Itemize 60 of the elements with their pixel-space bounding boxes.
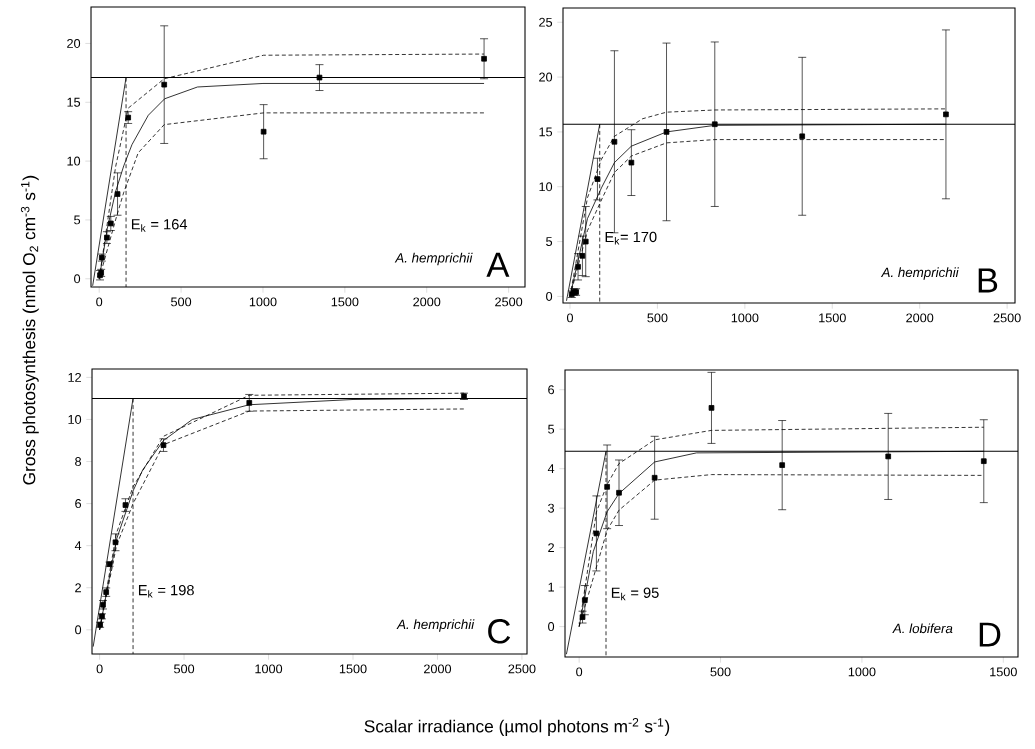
y-tick-label: 0	[548, 622, 555, 632]
y-tick-label: 5	[74, 215, 81, 225]
annotation: A. hemprichii	[396, 619, 475, 632]
y-tick-label: 5	[548, 424, 555, 434]
y-tick-label: 20	[67, 38, 81, 48]
y-tick-label: 6	[548, 385, 555, 395]
x-tick-label: 2500	[508, 664, 536, 674]
y-tick-label: 0	[75, 625, 82, 635]
x-axis-title: Scalar irradiance (µmol photons m$^{-2}$ s$^{-1}$)	[364, 718, 670, 736]
y-tick-label: 1	[548, 582, 554, 592]
annotation: C	[488, 619, 511, 644]
y-tick-label: 20	[539, 72, 553, 82]
annotation: A	[486, 252, 510, 277]
annotation: B	[978, 268, 998, 293]
y-tick-label: 2	[75, 583, 81, 593]
x-tick-label: 0	[576, 667, 583, 677]
y-tick-label: 4	[74, 541, 82, 551]
y-tick-label: 25	[539, 17, 553, 27]
annotation: A. hemprichii	[394, 252, 473, 266]
y-tick-label: 4	[547, 464, 555, 474]
y-tick-label: 0	[74, 274, 81, 284]
x-tick-label: 500	[171, 297, 192, 307]
x-tick-label: 1000	[731, 313, 759, 323]
x-tick-label: 2000	[906, 313, 934, 323]
annotation: A. lobifera	[892, 623, 953, 634]
x-tick-label: 1500	[819, 313, 846, 323]
y-tick-label: 10	[67, 156, 81, 166]
x-tick-label: 2500	[993, 313, 1021, 323]
y-tick-label: 10	[68, 414, 82, 424]
annotation: A. hemprichii	[880, 267, 959, 280]
x-tick-label: 500	[647, 313, 668, 323]
y-tick-label: 8	[75, 457, 82, 467]
x-tick-label: 1500	[339, 664, 367, 674]
y-tick-label: 15	[67, 97, 81, 107]
y-tick-label: 6	[75, 499, 82, 509]
x-tick-label: 1500	[331, 297, 359, 307]
ref-line-label: E$_{k}$ = 198	[138, 584, 194, 598]
x-tick-label: 2000	[424, 664, 452, 674]
x-tick-label: 1000	[255, 664, 283, 674]
x-tick-label: 0	[96, 664, 103, 674]
x-tick-label: 500	[174, 664, 195, 674]
x-tick-label: 2500	[495, 297, 523, 307]
x-tick-label: 0	[96, 297, 103, 307]
ref-line-label: E$_{k}$= 170	[605, 231, 657, 245]
ref-line-label: E$_{k}$ = 95	[611, 587, 659, 601]
y-tick-label: 5	[546, 237, 553, 246]
y-tick-label: 15	[539, 127, 553, 137]
x-tick-label: 2000	[413, 297, 441, 307]
y-tick-label: 10	[539, 182, 553, 192]
y-axis-title: Gross photosynthesis (nmol O$_{2}$ cm$^{-3}$ s$^{-1}$)	[20, 175, 39, 485]
y-tick-label: 2	[548, 543, 554, 553]
y-tick-label: 3	[548, 503, 555, 513]
x-tick-label: 1000	[249, 297, 277, 307]
annotation: D	[979, 622, 1001, 647]
y-tick-label: 12	[68, 372, 81, 382]
x-tick-label: 1500	[990, 667, 1017, 677]
x-tick-label: 500	[710, 667, 731, 677]
x-tick-label: 0	[566, 313, 574, 323]
ref-line-label: E$_{k}$ = 164	[131, 219, 188, 232]
x-tick-label: 1000	[848, 667, 876, 677]
